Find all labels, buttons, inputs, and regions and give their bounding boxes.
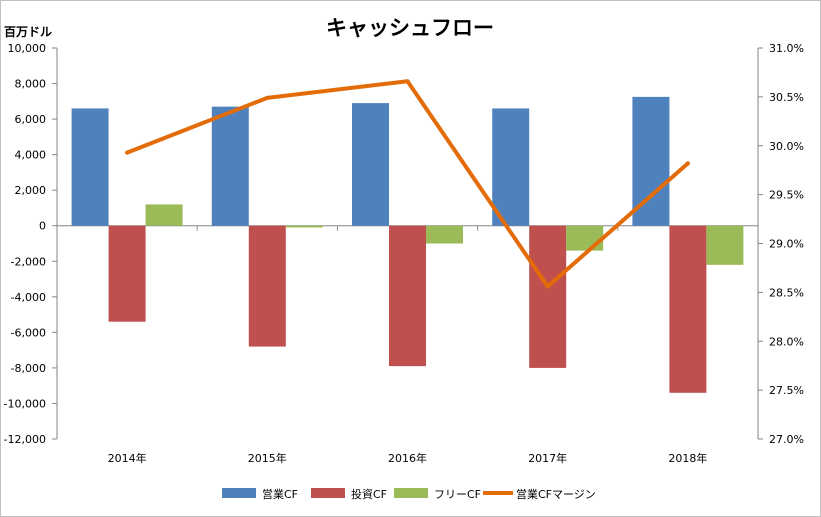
x-tick-label: 2015年: [248, 451, 287, 465]
y-left-tick-label: 6,000: [15, 113, 47, 126]
y-left-tick-label: 2,000: [15, 184, 47, 197]
line-point: [405, 79, 410, 84]
y-right-tick-label: 30.0%: [769, 140, 804, 153]
line-point: [265, 95, 270, 100]
y-left-tick-label: -4,000: [11, 291, 46, 304]
y-right-tick-label: 28.5%: [769, 286, 804, 299]
y-right-tick-label: 31.0%: [769, 42, 804, 55]
bar: [145, 204, 183, 226]
legend-label: 投資CF: [351, 487, 387, 501]
x-tick-label: 2016年: [388, 451, 427, 465]
y-left-tick-label: -6,000: [11, 326, 46, 339]
y-left-tick-label: 4,000: [15, 149, 47, 162]
chart-title: キャッシュフロー: [326, 16, 494, 40]
bar: [285, 225, 323, 228]
y-left-tick-label: -10,000: [4, 397, 46, 410]
y-left-tick-label: 0: [39, 220, 46, 233]
legend-swatch: [394, 488, 428, 498]
margin-line: [125, 79, 690, 289]
bar: [248, 225, 286, 347]
legend-label: フリーCF: [434, 488, 481, 501]
legend: 営業CF 投資CF フリーCF 営業CFマージン: [222, 487, 596, 501]
y-right-tick-label: 29.5%: [769, 189, 804, 202]
bar: [71, 108, 109, 226]
legend-label: 営業CF: [262, 487, 298, 501]
bar: [706, 225, 744, 265]
line-point: [545, 284, 550, 289]
y-left-tick-label: 8,000: [15, 78, 47, 91]
y-left-tick-label: -12,000: [4, 433, 46, 446]
axes: 10,000 8,000 6,000 4,000 2,000 0 -2,000 -4,000 -…: [4, 42, 804, 465]
bar: [566, 225, 604, 251]
bar: [108, 225, 146, 322]
line-point: [685, 161, 690, 166]
bar: [669, 225, 707, 393]
y-left-tick-label: 10,000: [8, 42, 47, 55]
y-right-tick-label: 29.0%: [769, 238, 804, 251]
y-right-tick-label: 27.0%: [769, 433, 804, 446]
y-right-tick-label: 30.5%: [769, 91, 804, 104]
y-left-tick-label: -8,000: [11, 362, 46, 375]
y-right-tick-label: 27.5%: [769, 384, 804, 397]
legend-label: 営業CFマージン: [516, 487, 596, 501]
legend-swatch: [311, 488, 345, 498]
y-left-tick-label: -2,000: [11, 255, 46, 268]
x-tick-label: 2018年: [668, 451, 707, 465]
x-tick-label: 2014年: [108, 451, 147, 465]
line-point: [125, 150, 130, 155]
y-unit-label: 百万ドル: [4, 25, 52, 39]
bar: [352, 103, 389, 226]
bar: [389, 225, 426, 367]
bar: [211, 106, 249, 226]
bar: [529, 225, 567, 368]
legend-swatch: [222, 488, 256, 498]
y-right-tick-label: 28.0%: [769, 335, 804, 348]
bar: [492, 108, 530, 226]
bar: [426, 225, 463, 244]
bars: [71, 96, 744, 393]
x-tick-label: 2017年: [528, 451, 567, 465]
